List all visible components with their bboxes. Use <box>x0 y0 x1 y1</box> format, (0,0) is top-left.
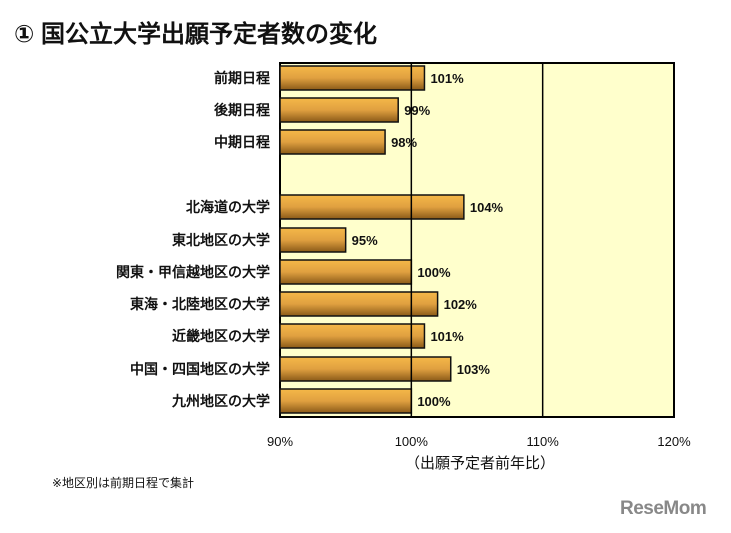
bar-9 <box>279 388 413 414</box>
category-label-8: 中国・四国地区の大学 <box>130 361 270 377</box>
bar-5 <box>279 259 413 285</box>
category-label-0: 前期日程 <box>214 70 270 86</box>
bar-8 <box>279 356 452 382</box>
category-label-6: 東海・北陸地区の大学 <box>130 296 270 312</box>
x-tick-label-120: 120% <box>657 434 691 449</box>
category-label-3: 北海道の大学 <box>186 199 270 215</box>
chart-title: ① 国公立大学出願予定者数の変化 <box>14 21 377 48</box>
bar-7 <box>279 323 426 349</box>
x-tick-label-100: 100% <box>395 434 429 449</box>
x-axis-label: （出願予定者前年比） <box>405 455 555 472</box>
bar-3 <box>279 194 465 220</box>
category-label-9: 九州地区の大学 <box>171 393 270 409</box>
bar-0 <box>279 65 426 91</box>
value-label-7: 101% <box>430 329 464 344</box>
category-label-1: 後期日程 <box>214 102 270 118</box>
value-label-0: 101% <box>430 71 464 86</box>
x-tick-label-90: 90% <box>267 434 293 449</box>
bar-2 <box>279 129 386 155</box>
value-label-9: 100% <box>417 394 451 409</box>
category-label-2: 中期日程 <box>214 134 270 150</box>
value-label-8: 103% <box>457 362 491 377</box>
category-label-5: 関東・甲信越地区の大学 <box>116 264 270 280</box>
value-label-1: 99% <box>404 103 430 118</box>
bar-1 <box>279 97 399 123</box>
category-label-7: 近畿地区の大学 <box>172 328 270 344</box>
x-tick-label-110: 110% <box>527 434 560 449</box>
category-label-4: 東北地区の大学 <box>172 232 270 248</box>
bar-6 <box>279 291 439 317</box>
value-label-5: 100% <box>417 265 451 280</box>
value-label-6: 102% <box>444 297 478 312</box>
resemom-logo: ReseMom <box>620 498 707 519</box>
value-label-2: 98% <box>391 135 417 150</box>
footnote: ※地区別は前期日程で集計 <box>52 476 195 490</box>
bar-4 <box>279 227 347 253</box>
value-label-4: 95% <box>352 233 378 248</box>
value-label-3: 104% <box>470 200 504 215</box>
